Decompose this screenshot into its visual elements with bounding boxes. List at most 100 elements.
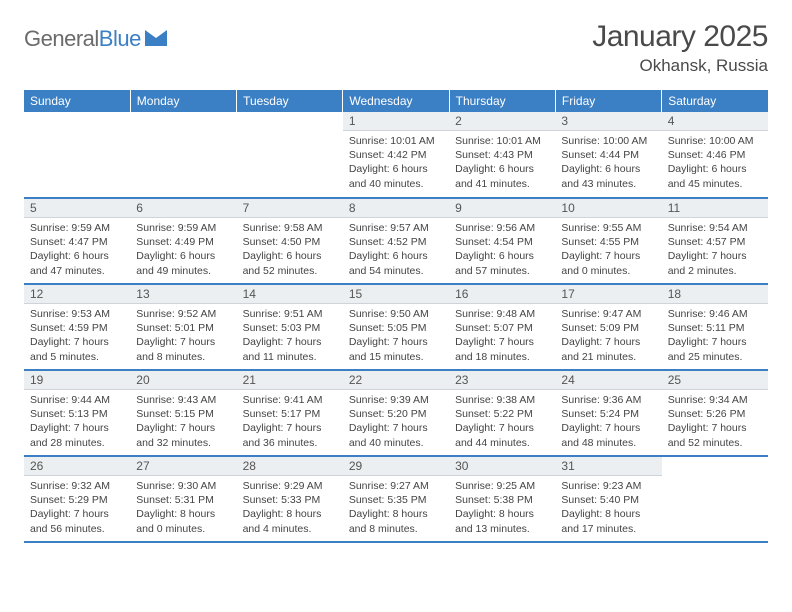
day-number: 5 — [24, 199, 130, 218]
weekday-header: Monday — [130, 90, 236, 112]
day-body: Sunrise: 9:59 AMSunset: 4:49 PMDaylight:… — [130, 218, 236, 282]
calendar-cell: 5Sunrise: 9:59 AMSunset: 4:47 PMDaylight… — [24, 198, 130, 284]
day-number: 25 — [662, 371, 768, 390]
calendar-cell: 6Sunrise: 9:59 AMSunset: 4:49 PMDaylight… — [130, 198, 236, 284]
day-number: 31 — [555, 457, 661, 476]
weekday-header: Tuesday — [237, 90, 343, 112]
calendar-table: SundayMondayTuesdayWednesdayThursdayFrid… — [24, 90, 768, 543]
day-body: Sunrise: 9:56 AMSunset: 4:54 PMDaylight:… — [449, 218, 555, 282]
day-number: 1 — [343, 112, 449, 131]
day-number: 13 — [130, 285, 236, 304]
title-block: January 2025 Okhansk, Russia — [592, 20, 768, 76]
day-body: Sunrise: 9:39 AMSunset: 5:20 PMDaylight:… — [343, 390, 449, 454]
day-body: Sunrise: 9:34 AMSunset: 5:26 PMDaylight:… — [662, 390, 768, 454]
weekday-header: Thursday — [449, 90, 555, 112]
day-body: Sunrise: 9:59 AMSunset: 4:47 PMDaylight:… — [24, 218, 130, 282]
calendar-cell: 18Sunrise: 9:46 AMSunset: 5:11 PMDayligh… — [662, 284, 768, 370]
calendar-cell: 21Sunrise: 9:41 AMSunset: 5:17 PMDayligh… — [237, 370, 343, 456]
day-body: Sunrise: 9:41 AMSunset: 5:17 PMDaylight:… — [237, 390, 343, 454]
calendar-cell: 3Sunrise: 10:00 AMSunset: 4:44 PMDayligh… — [555, 112, 661, 198]
day-number: 23 — [449, 371, 555, 390]
calendar-cell: 30Sunrise: 9:25 AMSunset: 5:38 PMDayligh… — [449, 456, 555, 542]
calendar-body: 1Sunrise: 10:01 AMSunset: 4:42 PMDayligh… — [24, 112, 768, 542]
day-number: 22 — [343, 371, 449, 390]
logo-text: GeneralBlue — [24, 26, 141, 52]
day-number: 16 — [449, 285, 555, 304]
day-body: Sunrise: 10:00 AMSunset: 4:44 PMDaylight… — [555, 131, 661, 195]
calendar-cell: 23Sunrise: 9:38 AMSunset: 5:22 PMDayligh… — [449, 370, 555, 456]
weekday-header: Saturday — [662, 90, 768, 112]
day-body: Sunrise: 9:46 AMSunset: 5:11 PMDaylight:… — [662, 304, 768, 368]
calendar-cell: 12Sunrise: 9:53 AMSunset: 4:59 PMDayligh… — [24, 284, 130, 370]
calendar-cell: 10Sunrise: 9:55 AMSunset: 4:55 PMDayligh… — [555, 198, 661, 284]
calendar-cell: 29Sunrise: 9:27 AMSunset: 5:35 PMDayligh… — [343, 456, 449, 542]
day-number: 29 — [343, 457, 449, 476]
day-number: 15 — [343, 285, 449, 304]
calendar-cell: 25Sunrise: 9:34 AMSunset: 5:26 PMDayligh… — [662, 370, 768, 456]
logo-flag-icon — [145, 28, 167, 51]
calendar-cell — [24, 112, 130, 198]
calendar-row: 12Sunrise: 9:53 AMSunset: 4:59 PMDayligh… — [24, 284, 768, 370]
logo: GeneralBlue — [24, 26, 167, 52]
calendar-cell: 14Sunrise: 9:51 AMSunset: 5:03 PMDayligh… — [237, 284, 343, 370]
day-number: 28 — [237, 457, 343, 476]
logo-part2: Blue — [99, 26, 141, 51]
calendar-cell: 2Sunrise: 10:01 AMSunset: 4:43 PMDayligh… — [449, 112, 555, 198]
calendar-cell: 1Sunrise: 10:01 AMSunset: 4:42 PMDayligh… — [343, 112, 449, 198]
calendar-cell: 13Sunrise: 9:52 AMSunset: 5:01 PMDayligh… — [130, 284, 236, 370]
calendar-cell: 26Sunrise: 9:32 AMSunset: 5:29 PMDayligh… — [24, 456, 130, 542]
calendar-row: 19Sunrise: 9:44 AMSunset: 5:13 PMDayligh… — [24, 370, 768, 456]
day-body: Sunrise: 9:52 AMSunset: 5:01 PMDaylight:… — [130, 304, 236, 368]
day-number: 24 — [555, 371, 661, 390]
day-number: 19 — [24, 371, 130, 390]
logo-part1: General — [24, 26, 99, 51]
calendar-cell: 20Sunrise: 9:43 AMSunset: 5:15 PMDayligh… — [130, 370, 236, 456]
day-number: 27 — [130, 457, 236, 476]
weekday-header: Friday — [555, 90, 661, 112]
calendar-cell: 9Sunrise: 9:56 AMSunset: 4:54 PMDaylight… — [449, 198, 555, 284]
calendar-cell: 17Sunrise: 9:47 AMSunset: 5:09 PMDayligh… — [555, 284, 661, 370]
day-number: 7 — [237, 199, 343, 218]
day-number: 12 — [24, 285, 130, 304]
day-body: Sunrise: 9:43 AMSunset: 5:15 PMDaylight:… — [130, 390, 236, 454]
day-number: 30 — [449, 457, 555, 476]
calendar-row: 5Sunrise: 9:59 AMSunset: 4:47 PMDaylight… — [24, 198, 768, 284]
calendar-cell: 27Sunrise: 9:30 AMSunset: 5:31 PMDayligh… — [130, 456, 236, 542]
calendar-cell: 16Sunrise: 9:48 AMSunset: 5:07 PMDayligh… — [449, 284, 555, 370]
calendar-cell: 24Sunrise: 9:36 AMSunset: 5:24 PMDayligh… — [555, 370, 661, 456]
calendar-cell — [130, 112, 236, 198]
month-title: January 2025 — [592, 20, 768, 54]
day-body: Sunrise: 9:50 AMSunset: 5:05 PMDaylight:… — [343, 304, 449, 368]
calendar-cell: 7Sunrise: 9:58 AMSunset: 4:50 PMDaylight… — [237, 198, 343, 284]
calendar-row: 1Sunrise: 10:01 AMSunset: 4:42 PMDayligh… — [24, 112, 768, 198]
day-number: 17 — [555, 285, 661, 304]
day-body: Sunrise: 9:48 AMSunset: 5:07 PMDaylight:… — [449, 304, 555, 368]
calendar-row: 26Sunrise: 9:32 AMSunset: 5:29 PMDayligh… — [24, 456, 768, 542]
calendar-cell: 11Sunrise: 9:54 AMSunset: 4:57 PMDayligh… — [662, 198, 768, 284]
calendar-cell — [237, 112, 343, 198]
day-body: Sunrise: 10:01 AMSunset: 4:42 PMDaylight… — [343, 131, 449, 195]
calendar-cell: 22Sunrise: 9:39 AMSunset: 5:20 PMDayligh… — [343, 370, 449, 456]
day-body: Sunrise: 9:44 AMSunset: 5:13 PMDaylight:… — [24, 390, 130, 454]
calendar-cell: 19Sunrise: 9:44 AMSunset: 5:13 PMDayligh… — [24, 370, 130, 456]
day-body: Sunrise: 9:53 AMSunset: 4:59 PMDaylight:… — [24, 304, 130, 368]
day-body: Sunrise: 10:00 AMSunset: 4:46 PMDaylight… — [662, 131, 768, 195]
calendar-cell: 31Sunrise: 9:23 AMSunset: 5:40 PMDayligh… — [555, 456, 661, 542]
day-body: Sunrise: 9:54 AMSunset: 4:57 PMDaylight:… — [662, 218, 768, 282]
day-number: 9 — [449, 199, 555, 218]
day-body: Sunrise: 9:29 AMSunset: 5:33 PMDaylight:… — [237, 476, 343, 540]
location: Okhansk, Russia — [592, 56, 768, 76]
day-body: Sunrise: 9:55 AMSunset: 4:55 PMDaylight:… — [555, 218, 661, 282]
calendar-head: SundayMondayTuesdayWednesdayThursdayFrid… — [24, 90, 768, 112]
day-body: Sunrise: 9:47 AMSunset: 5:09 PMDaylight:… — [555, 304, 661, 368]
weekday-header: Wednesday — [343, 90, 449, 112]
calendar-cell — [662, 456, 768, 542]
day-number: 21 — [237, 371, 343, 390]
day-body: Sunrise: 9:58 AMSunset: 4:50 PMDaylight:… — [237, 218, 343, 282]
day-number: 14 — [237, 285, 343, 304]
header: GeneralBlue January 2025 Okhansk, Russia — [24, 20, 768, 76]
day-body: Sunrise: 9:36 AMSunset: 5:24 PMDaylight:… — [555, 390, 661, 454]
day-body: Sunrise: 9:30 AMSunset: 5:31 PMDaylight:… — [130, 476, 236, 540]
calendar-cell: 8Sunrise: 9:57 AMSunset: 4:52 PMDaylight… — [343, 198, 449, 284]
day-body: Sunrise: 9:25 AMSunset: 5:38 PMDaylight:… — [449, 476, 555, 540]
